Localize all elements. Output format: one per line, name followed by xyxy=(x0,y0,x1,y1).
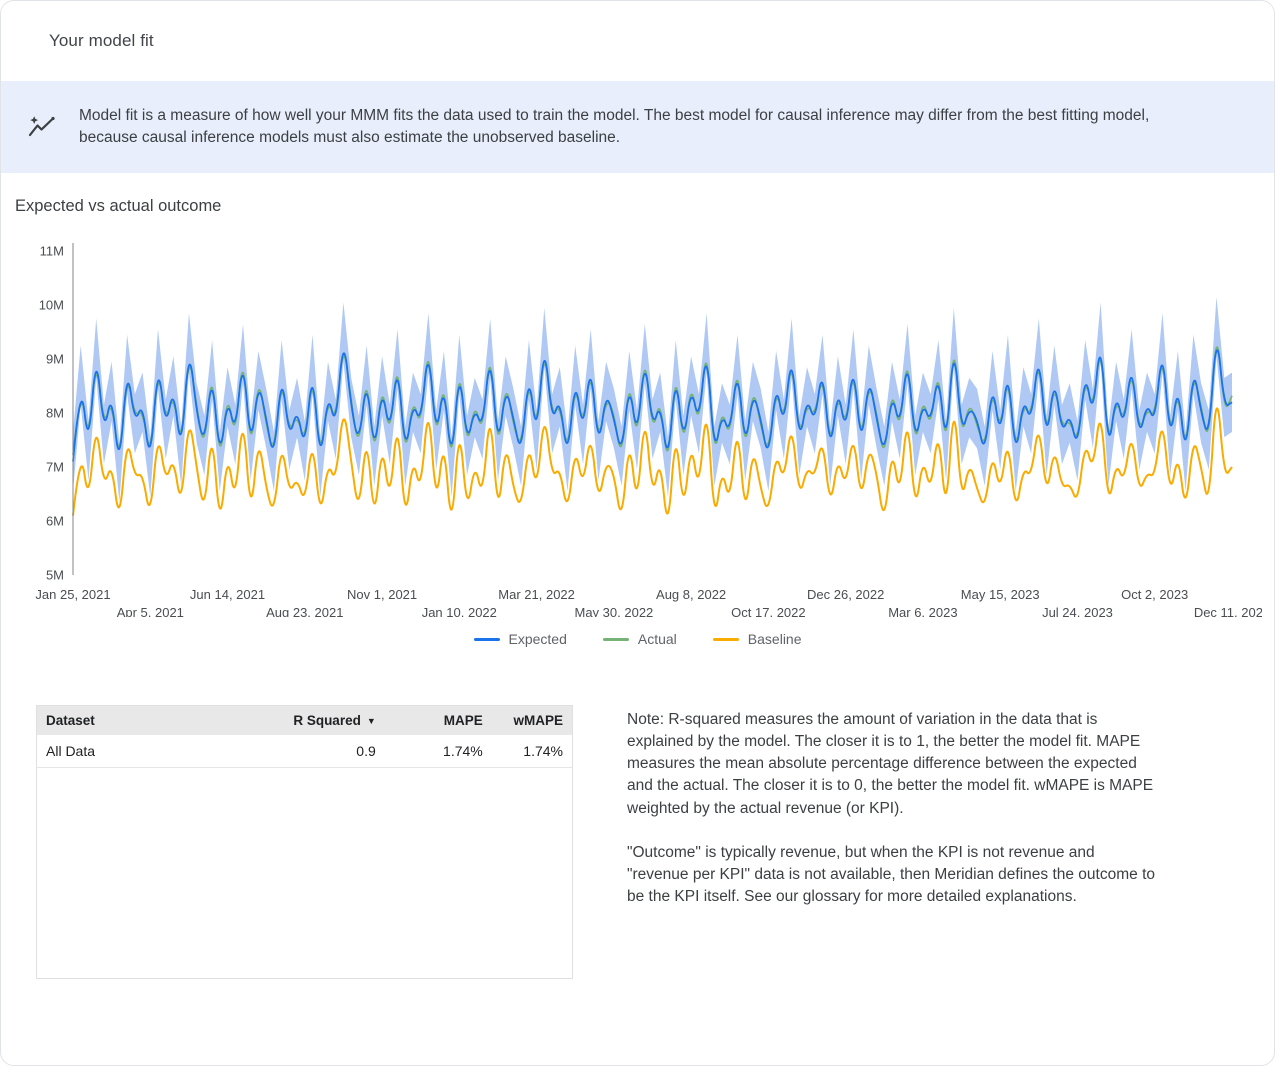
svg-text:Oct 2, 2023: Oct 2, 2023 xyxy=(1121,587,1188,602)
model-fit-chart[interactable]: 5M 6M 7M 8M 9M 10M 11M Jan 25, 2021 Apr 5, 2021 J… xyxy=(15,239,1262,617)
note-paragraph-1: Note: R-squared measures the amount of v… xyxy=(627,711,1154,817)
col-header-wmape[interactable]: wMAPE xyxy=(491,706,572,735)
note-text: Note: R-squared measures the amount of v… xyxy=(627,705,1157,908)
bottom-section: Dataset R Squared ▼ MAPE wMAPE All Data 0… xyxy=(1,705,1274,979)
model-fit-table: Dataset R Squared ▼ MAPE wMAPE All Data 0… xyxy=(36,705,573,979)
col-header-r-squared-label: R Squared xyxy=(293,713,361,728)
table-row: All Data 0.9 1.74% 1.74% xyxy=(37,735,572,768)
svg-text:Jan 10, 2022: Jan 10, 2022 xyxy=(422,605,497,617)
insights-icon xyxy=(27,114,57,141)
cell-mape: 1.74% xyxy=(384,735,492,768)
page-title: Your model fit xyxy=(49,31,154,50)
col-header-r-squared[interactable]: R Squared ▼ xyxy=(251,706,385,735)
col-header-dataset[interactable]: Dataset xyxy=(37,706,251,735)
svg-text:5M: 5M xyxy=(46,568,64,583)
svg-text:Mar 6, 2023: Mar 6, 2023 xyxy=(888,605,957,617)
svg-text:8M: 8M xyxy=(46,406,64,421)
baseline-line-swatch xyxy=(712,637,739,641)
svg-text:Mar 21, 2022: Mar 21, 2022 xyxy=(498,587,575,602)
legend-item-baseline: Baseline xyxy=(712,631,802,647)
svg-text:6M: 6M xyxy=(46,514,64,529)
info-banner: Model fit is a measure of how well your … xyxy=(1,81,1274,173)
chart-area: 5M 6M 7M 8M 9M 10M 11M Jan 25, 2021 Apr 5, 2021 J… xyxy=(1,239,1274,617)
legend-label-baseline: Baseline xyxy=(747,631,802,647)
cell-r-squared: 0.9 xyxy=(251,735,385,768)
svg-text:Dec 26, 2022: Dec 26, 2022 xyxy=(807,587,884,602)
svg-text:10M: 10M xyxy=(39,298,64,313)
actual-line-swatch xyxy=(602,637,629,641)
svg-text:Apr 5, 2021: Apr 5, 2021 xyxy=(117,605,184,617)
legend-item-actual: Actual xyxy=(602,631,677,647)
chart-legend: Expected Actual Baseline xyxy=(1,629,1274,649)
expected-line-swatch xyxy=(473,637,500,641)
svg-text:7M: 7M xyxy=(46,460,64,475)
chart-section-title: Expected vs actual outcome xyxy=(15,197,222,215)
svg-text:Jun 14, 2021: Jun 14, 2021 xyxy=(190,587,265,602)
legend-item-expected: Expected xyxy=(473,631,567,647)
cell-wmape: 1.74% xyxy=(491,735,572,768)
svg-text:May 15, 2023: May 15, 2023 xyxy=(961,587,1040,602)
svg-text:May 30, 2022: May 30, 2022 xyxy=(575,605,654,617)
svg-text:Nov 1, 2021: Nov 1, 2021 xyxy=(347,587,417,602)
svg-text:11M: 11M xyxy=(40,244,64,259)
col-header-mape[interactable]: MAPE xyxy=(384,706,492,735)
svg-text:Dec 11, 2023: Dec 11, 2023 xyxy=(1194,605,1262,617)
sort-desc-icon[interactable]: ▼ xyxy=(366,716,376,726)
legend-label-actual: Actual xyxy=(637,631,677,647)
svg-text:9M: 9M xyxy=(46,352,64,367)
cell-dataset: All Data xyxy=(37,735,251,768)
table-header-row: Dataset R Squared ▼ MAPE wMAPE xyxy=(37,706,572,735)
page-header: Your model fit xyxy=(1,1,1274,81)
svg-text:Oct 17, 2022: Oct 17, 2022 xyxy=(731,605,805,617)
svg-text:Jul 24, 2023: Jul 24, 2023 xyxy=(1042,605,1113,617)
svg-text:Aug 23, 2021: Aug 23, 2021 xyxy=(266,605,343,617)
svg-text:Aug 8, 2022: Aug 8, 2022 xyxy=(656,587,726,602)
legend-label-expected: Expected xyxy=(508,631,567,647)
note-paragraph-2: "Outcome" is typically revenue, but when… xyxy=(627,843,1155,906)
banner-text: Model fit is a measure of how well your … xyxy=(79,107,1150,146)
svg-text:Jan 25, 2021: Jan 25, 2021 xyxy=(35,587,110,602)
